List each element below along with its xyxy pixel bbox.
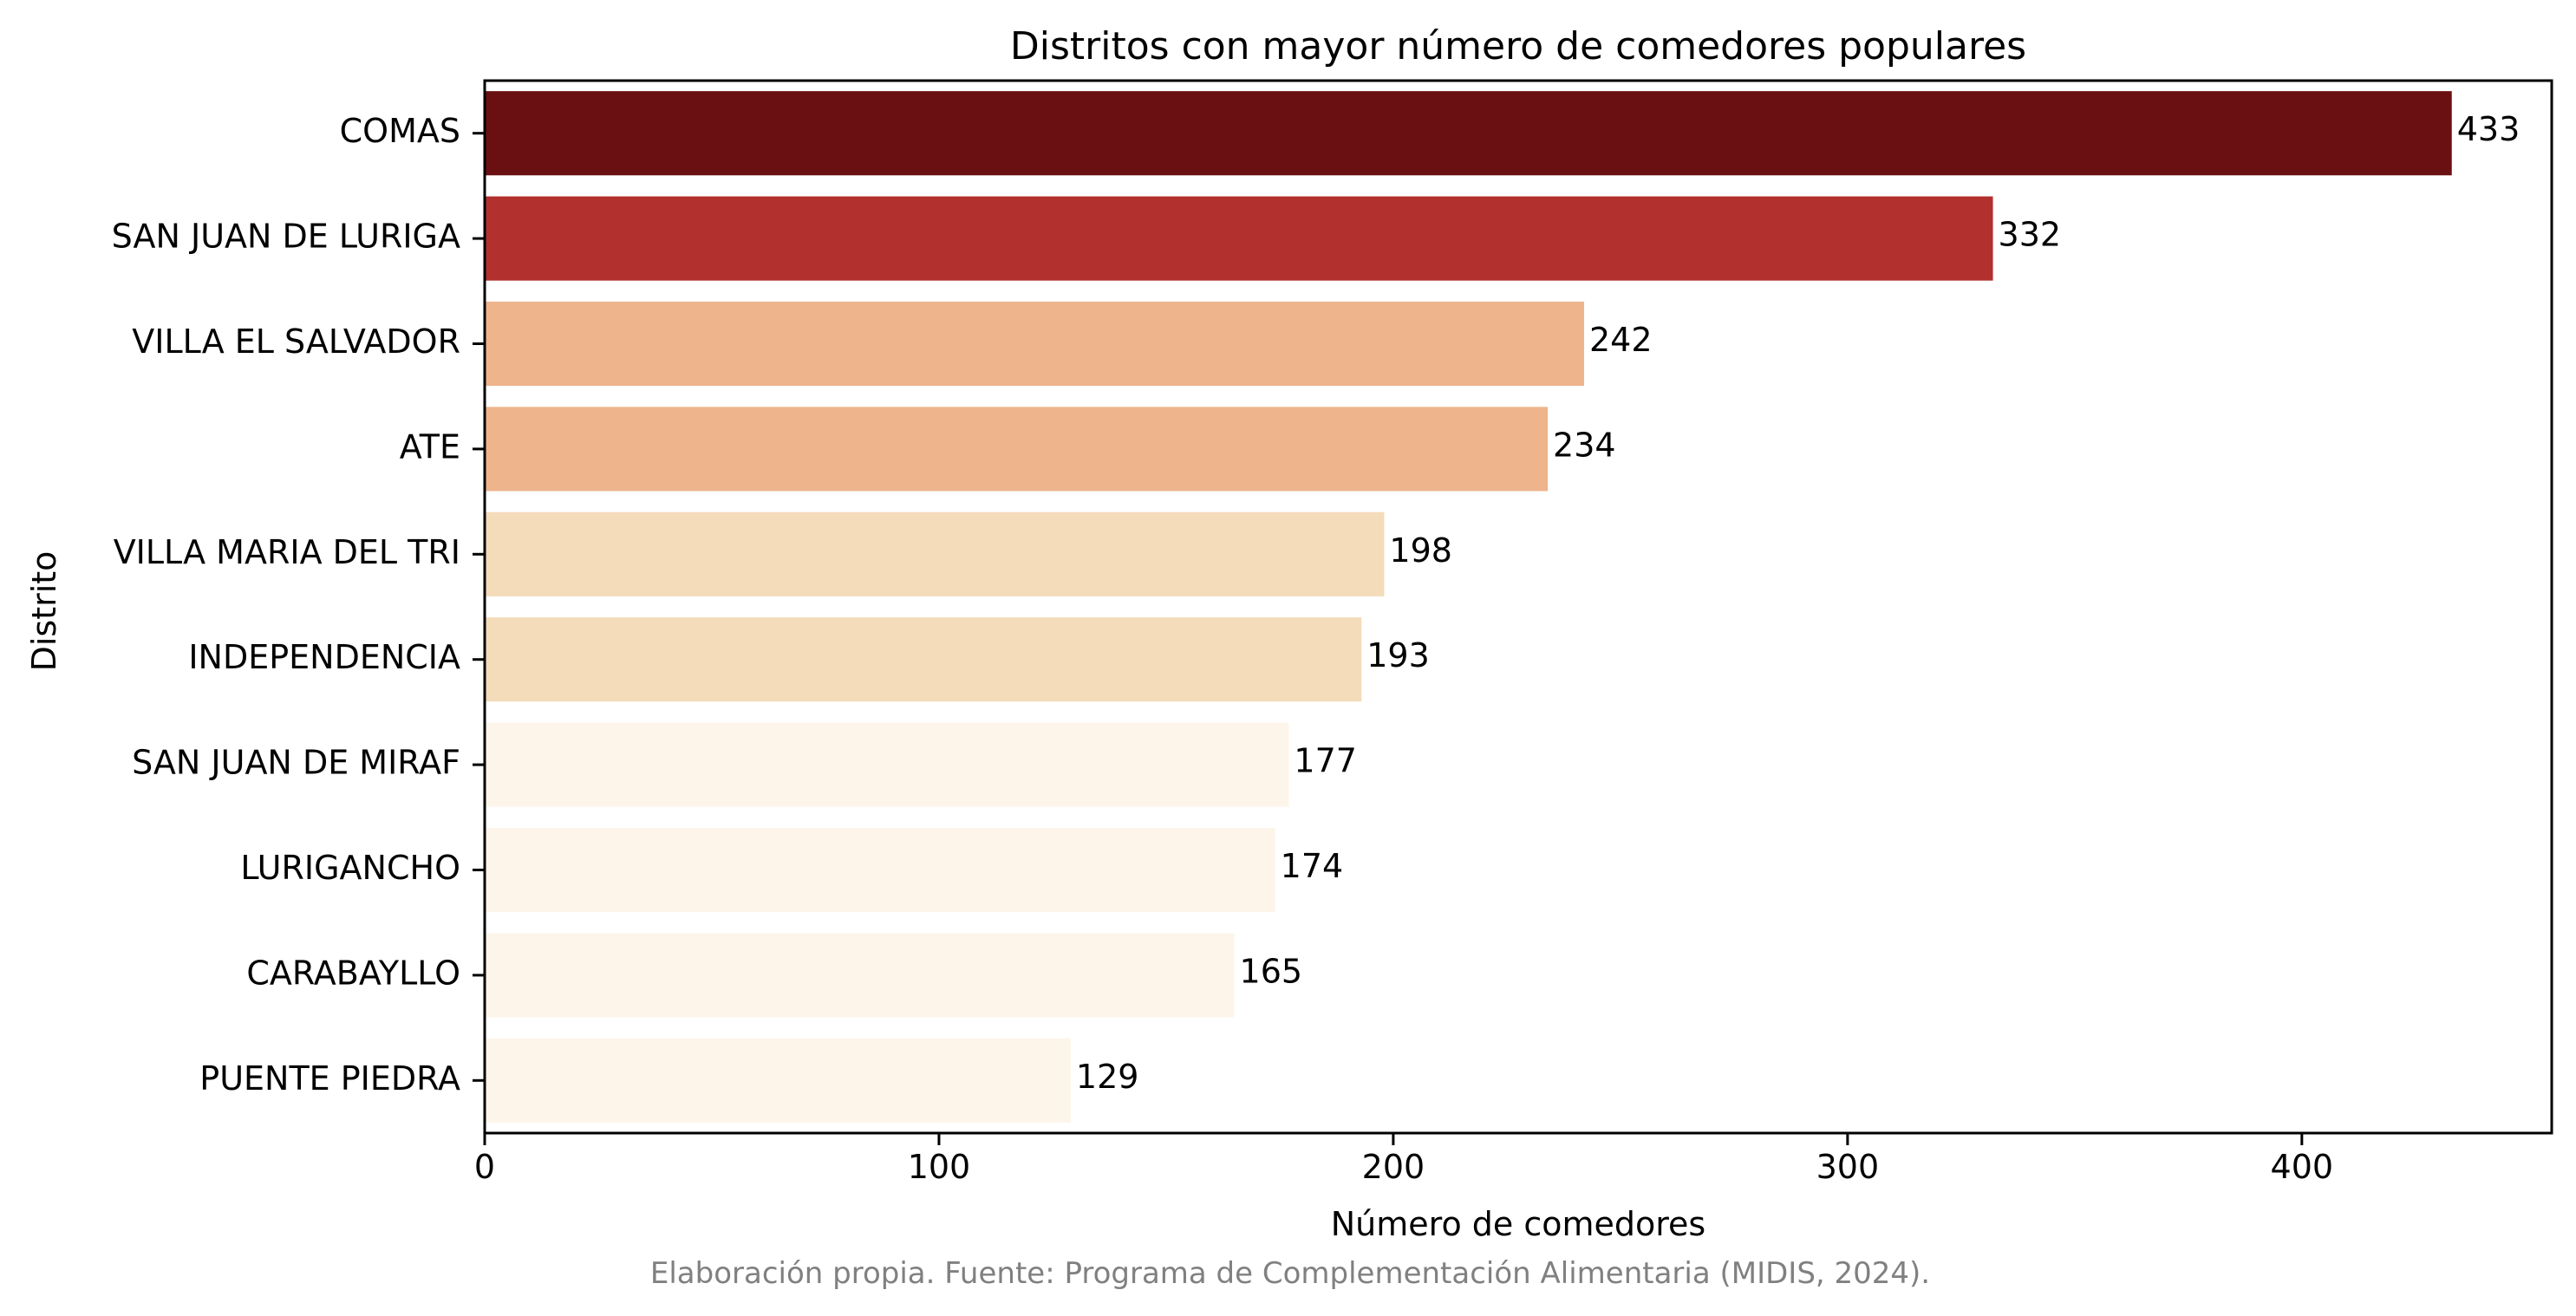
bar-4 — [485, 511, 1385, 596]
bar-2 — [485, 301, 1584, 387]
x-tick-label-1: 100 — [908, 1148, 971, 1186]
y-tick-label-7: LURIGANCHO — [240, 849, 460, 887]
y-tick-label-6: SAN JUAN DE MIRAF — [132, 744, 460, 782]
y-axis-label: Distrito — [25, 551, 63, 672]
bar-3 — [485, 407, 1549, 492]
bars-group — [485, 91, 2452, 1123]
x-tick-label-4: 400 — [2271, 1148, 2334, 1186]
bar-7 — [485, 827, 1275, 913]
y-tick-label-2: VILLA EL SALVADOR — [132, 322, 460, 361]
y-axis: COMAS SAN JUAN DE LURIGA VILLA EL SALVADOR… — [112, 112, 485, 1098]
bar-9 — [485, 1038, 1071, 1123]
y-tick-label-3: ATE — [400, 427, 460, 466]
bar-6 — [485, 722, 1289, 807]
data-label-5: 193 — [1366, 636, 1430, 674]
y-tick-label-8: CARABAYLLO — [246, 954, 460, 992]
x-axis: 0 100 200 300 400 — [474, 1133, 2333, 1186]
data-label-3: 234 — [1553, 426, 1616, 464]
y-tick-label-9: PUENTE PIEDRA — [199, 1059, 460, 1098]
data-labels-group: 433 332 242 234 198 193 177 174 165 129 — [1076, 110, 2520, 1096]
y-tick-label-1: SAN JUAN DE LURIGA — [112, 218, 460, 256]
data-label-2: 242 — [1589, 321, 1653, 359]
x-tick-label-3: 300 — [1816, 1148, 1880, 1186]
chart-title: Distritos con mayor número de comedores … — [1010, 24, 2026, 68]
bar-1 — [485, 196, 1993, 281]
data-label-0: 433 — [2457, 110, 2521, 148]
y-tick-label-5: INDEPENDENCIA — [188, 638, 460, 676]
data-label-8: 165 — [1240, 952, 1303, 990]
data-label-1: 332 — [1999, 216, 2062, 254]
x-tick-label-2: 200 — [1362, 1148, 1425, 1186]
y-tick-label-4: VILLA MARIA DEL TRI — [114, 533, 460, 571]
bar-0 — [485, 91, 2452, 176]
data-label-9: 129 — [1076, 1058, 1139, 1096]
bar-5 — [485, 617, 1362, 702]
bar-8 — [485, 933, 1235, 1018]
x-tick-label-0: 0 — [474, 1148, 495, 1186]
source-note: Elaboración propia. Fuente: Programa de … — [650, 1256, 1930, 1291]
plot-frame — [483, 79, 2553, 1135]
x-axis-label: Número de comedores — [1331, 1205, 1705, 1243]
data-label-4: 198 — [1389, 531, 1452, 570]
data-label-6: 177 — [1294, 742, 1357, 780]
data-label-7: 174 — [1281, 847, 1344, 885]
y-tick-label-0: COMAS — [340, 112, 460, 150]
